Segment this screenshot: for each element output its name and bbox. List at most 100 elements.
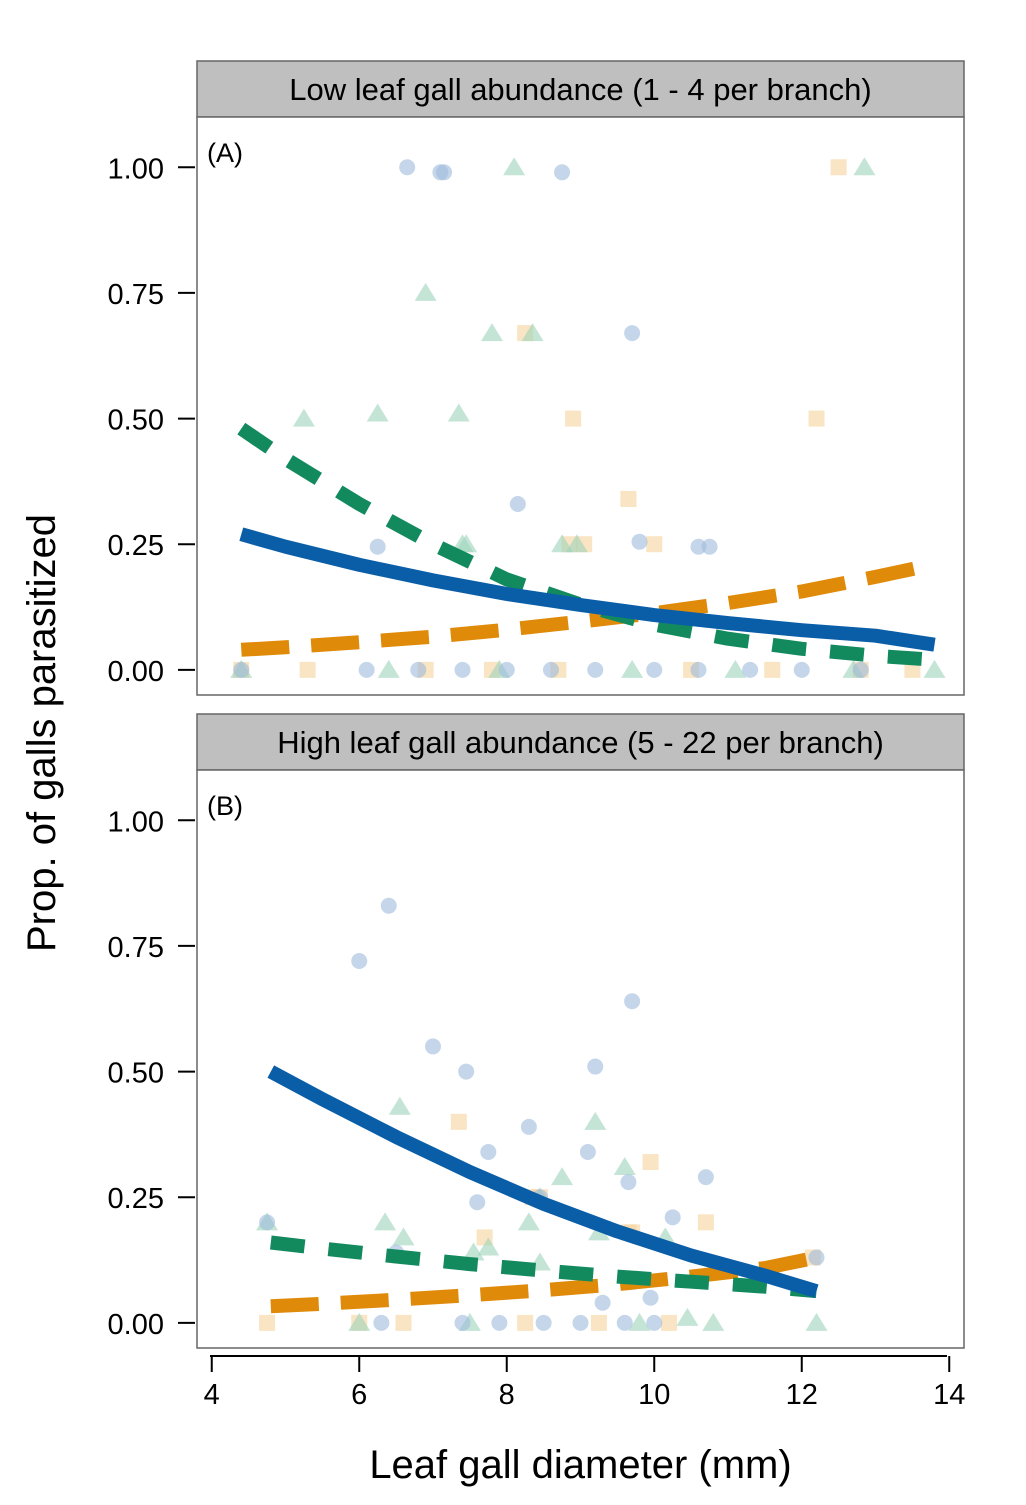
data-point-blue xyxy=(742,661,759,678)
data-point-green xyxy=(374,1212,397,1231)
data-point-blue xyxy=(480,1143,497,1160)
data-point-blue xyxy=(642,1289,659,1306)
y-tick-label: 0.75 xyxy=(108,932,164,964)
y-tick-label: 0.00 xyxy=(108,656,164,688)
data-point-green xyxy=(551,1167,574,1186)
data-point-blue xyxy=(624,993,641,1010)
data-point-blue xyxy=(373,1314,390,1331)
data-point-blue xyxy=(690,661,707,678)
data-point-green xyxy=(447,403,470,422)
data-point-orange xyxy=(642,1154,659,1171)
data-point-orange xyxy=(904,661,921,678)
data-point-blue xyxy=(808,1249,825,1266)
data-point-green xyxy=(348,1312,371,1331)
fit-curve-blue xyxy=(267,1065,819,1298)
data-point-green xyxy=(517,1212,540,1231)
data-point-orange xyxy=(299,661,316,678)
panel-b-label: (B) xyxy=(207,791,243,821)
panel-a-points xyxy=(230,157,946,678)
data-point-blue xyxy=(543,661,559,678)
data-point-blue xyxy=(399,159,416,176)
data-point-green xyxy=(584,1111,607,1130)
data-point-blue xyxy=(697,1169,714,1186)
data-point-blue xyxy=(572,1314,589,1331)
data-point-orange xyxy=(646,536,663,553)
data-point-green xyxy=(462,1242,485,1261)
data-point-green xyxy=(521,323,544,342)
data-point-green xyxy=(388,1096,411,1115)
data-point-blue xyxy=(701,538,718,555)
data-point-orange xyxy=(259,1314,276,1331)
data-point-blue xyxy=(579,1143,596,1160)
data-point-blue xyxy=(469,1194,486,1211)
data-point-blue xyxy=(454,1314,471,1331)
data-point-orange xyxy=(517,1314,534,1331)
data-point-green xyxy=(676,1307,699,1326)
data-point-green xyxy=(377,659,400,678)
panel-a-label: (A) xyxy=(207,138,243,168)
x-axis: 4 6 8 10 12 14 xyxy=(204,1355,965,1411)
data-point-blue xyxy=(410,661,427,678)
strip-a-title: Low leaf gall abundance (1 - 4 per branc… xyxy=(289,72,871,107)
data-point-orange xyxy=(620,490,637,507)
data-point-blue xyxy=(594,1294,611,1311)
data-point-blue xyxy=(646,661,663,678)
y-tick-label: 0.50 xyxy=(108,405,164,437)
data-point-blue xyxy=(380,897,397,914)
data-point-green xyxy=(481,323,503,342)
data-point-green xyxy=(613,1157,636,1176)
fit-curve-blue xyxy=(239,527,936,652)
fit-curve-orange xyxy=(270,1250,818,1314)
data-point-green xyxy=(702,1312,725,1331)
y-tick-label: 0.00 xyxy=(108,1309,164,1341)
data-point-blue xyxy=(509,496,526,513)
data-point-blue xyxy=(425,1038,441,1055)
data-point-blue xyxy=(233,661,250,678)
data-point-blue xyxy=(690,538,707,555)
data-point-orange xyxy=(565,410,582,427)
data-point-blue xyxy=(852,661,869,678)
data-point-blue xyxy=(498,661,515,678)
data-point-green xyxy=(455,534,478,553)
x-tick-label: 8 xyxy=(499,1379,515,1411)
y-tick-label: 1.00 xyxy=(108,806,164,838)
strip-b-title: High leaf gall abundance (5 - 22 per bra… xyxy=(277,725,884,760)
x-tick-label: 10 xyxy=(638,1379,670,1411)
data-point-blue xyxy=(358,661,375,678)
data-point-green xyxy=(724,659,747,678)
data-point-blue xyxy=(664,1209,681,1226)
data-point-blue xyxy=(587,1058,604,1075)
data-point-green xyxy=(292,408,315,427)
fit-curve-orange xyxy=(240,557,936,657)
data-point-green xyxy=(565,534,588,553)
data-point-orange xyxy=(661,1314,677,1331)
data-point-blue xyxy=(793,661,810,678)
data-point-blue xyxy=(351,952,368,969)
data-point-blue xyxy=(436,164,453,181)
data-point-green xyxy=(392,1227,415,1246)
y-tick-label: 0.25 xyxy=(108,530,164,562)
data-point-blue xyxy=(646,1314,663,1331)
data-point-orange xyxy=(697,1214,714,1231)
data-point-green xyxy=(628,1312,651,1331)
data-point-orange xyxy=(450,1113,467,1130)
data-point-orange xyxy=(808,410,825,427)
data-point-blue xyxy=(259,1214,276,1231)
panel-b-fit-curves xyxy=(267,1065,819,1314)
data-point-green xyxy=(923,659,946,678)
data-point-green xyxy=(621,659,644,678)
data-point-green xyxy=(414,282,437,301)
data-point-blue xyxy=(620,1174,637,1191)
data-point-blue xyxy=(369,538,386,555)
y-tick-label: 0.25 xyxy=(108,1183,164,1215)
data-point-blue xyxy=(554,164,571,181)
data-point-green xyxy=(366,403,389,422)
data-point-blue xyxy=(624,325,641,342)
strip-a-background xyxy=(196,60,965,118)
panel-b-y-axis: 0.00 0.25 0.50 0.75 1.00 xyxy=(108,806,195,1341)
data-point-blue xyxy=(631,533,648,550)
x-tick-label: 6 xyxy=(351,1379,367,1411)
data-point-blue xyxy=(587,661,604,678)
data-point-orange xyxy=(395,1314,412,1331)
